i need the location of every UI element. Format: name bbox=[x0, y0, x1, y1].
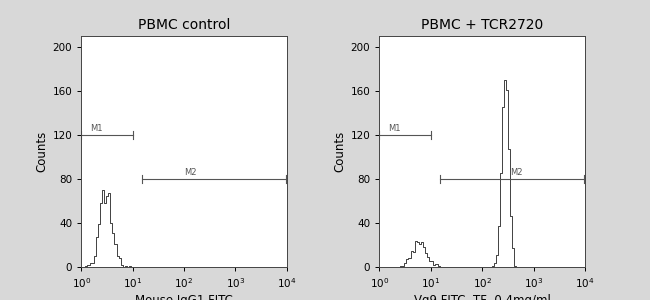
X-axis label: Vg9 FITC  TF  0.4mg/ml: Vg9 FITC TF 0.4mg/ml bbox=[414, 294, 551, 300]
Title: PBMC + TCR2720: PBMC + TCR2720 bbox=[421, 18, 543, 32]
Text: M2: M2 bbox=[510, 168, 523, 177]
Text: M2: M2 bbox=[184, 168, 196, 177]
Y-axis label: Counts: Counts bbox=[333, 131, 346, 172]
X-axis label: Mouse IgG1 FITC: Mouse IgG1 FITC bbox=[135, 294, 233, 300]
Title: PBMC control: PBMC control bbox=[138, 18, 230, 32]
Text: M1: M1 bbox=[389, 124, 401, 133]
Y-axis label: Counts: Counts bbox=[35, 131, 48, 172]
Text: M1: M1 bbox=[90, 124, 103, 133]
